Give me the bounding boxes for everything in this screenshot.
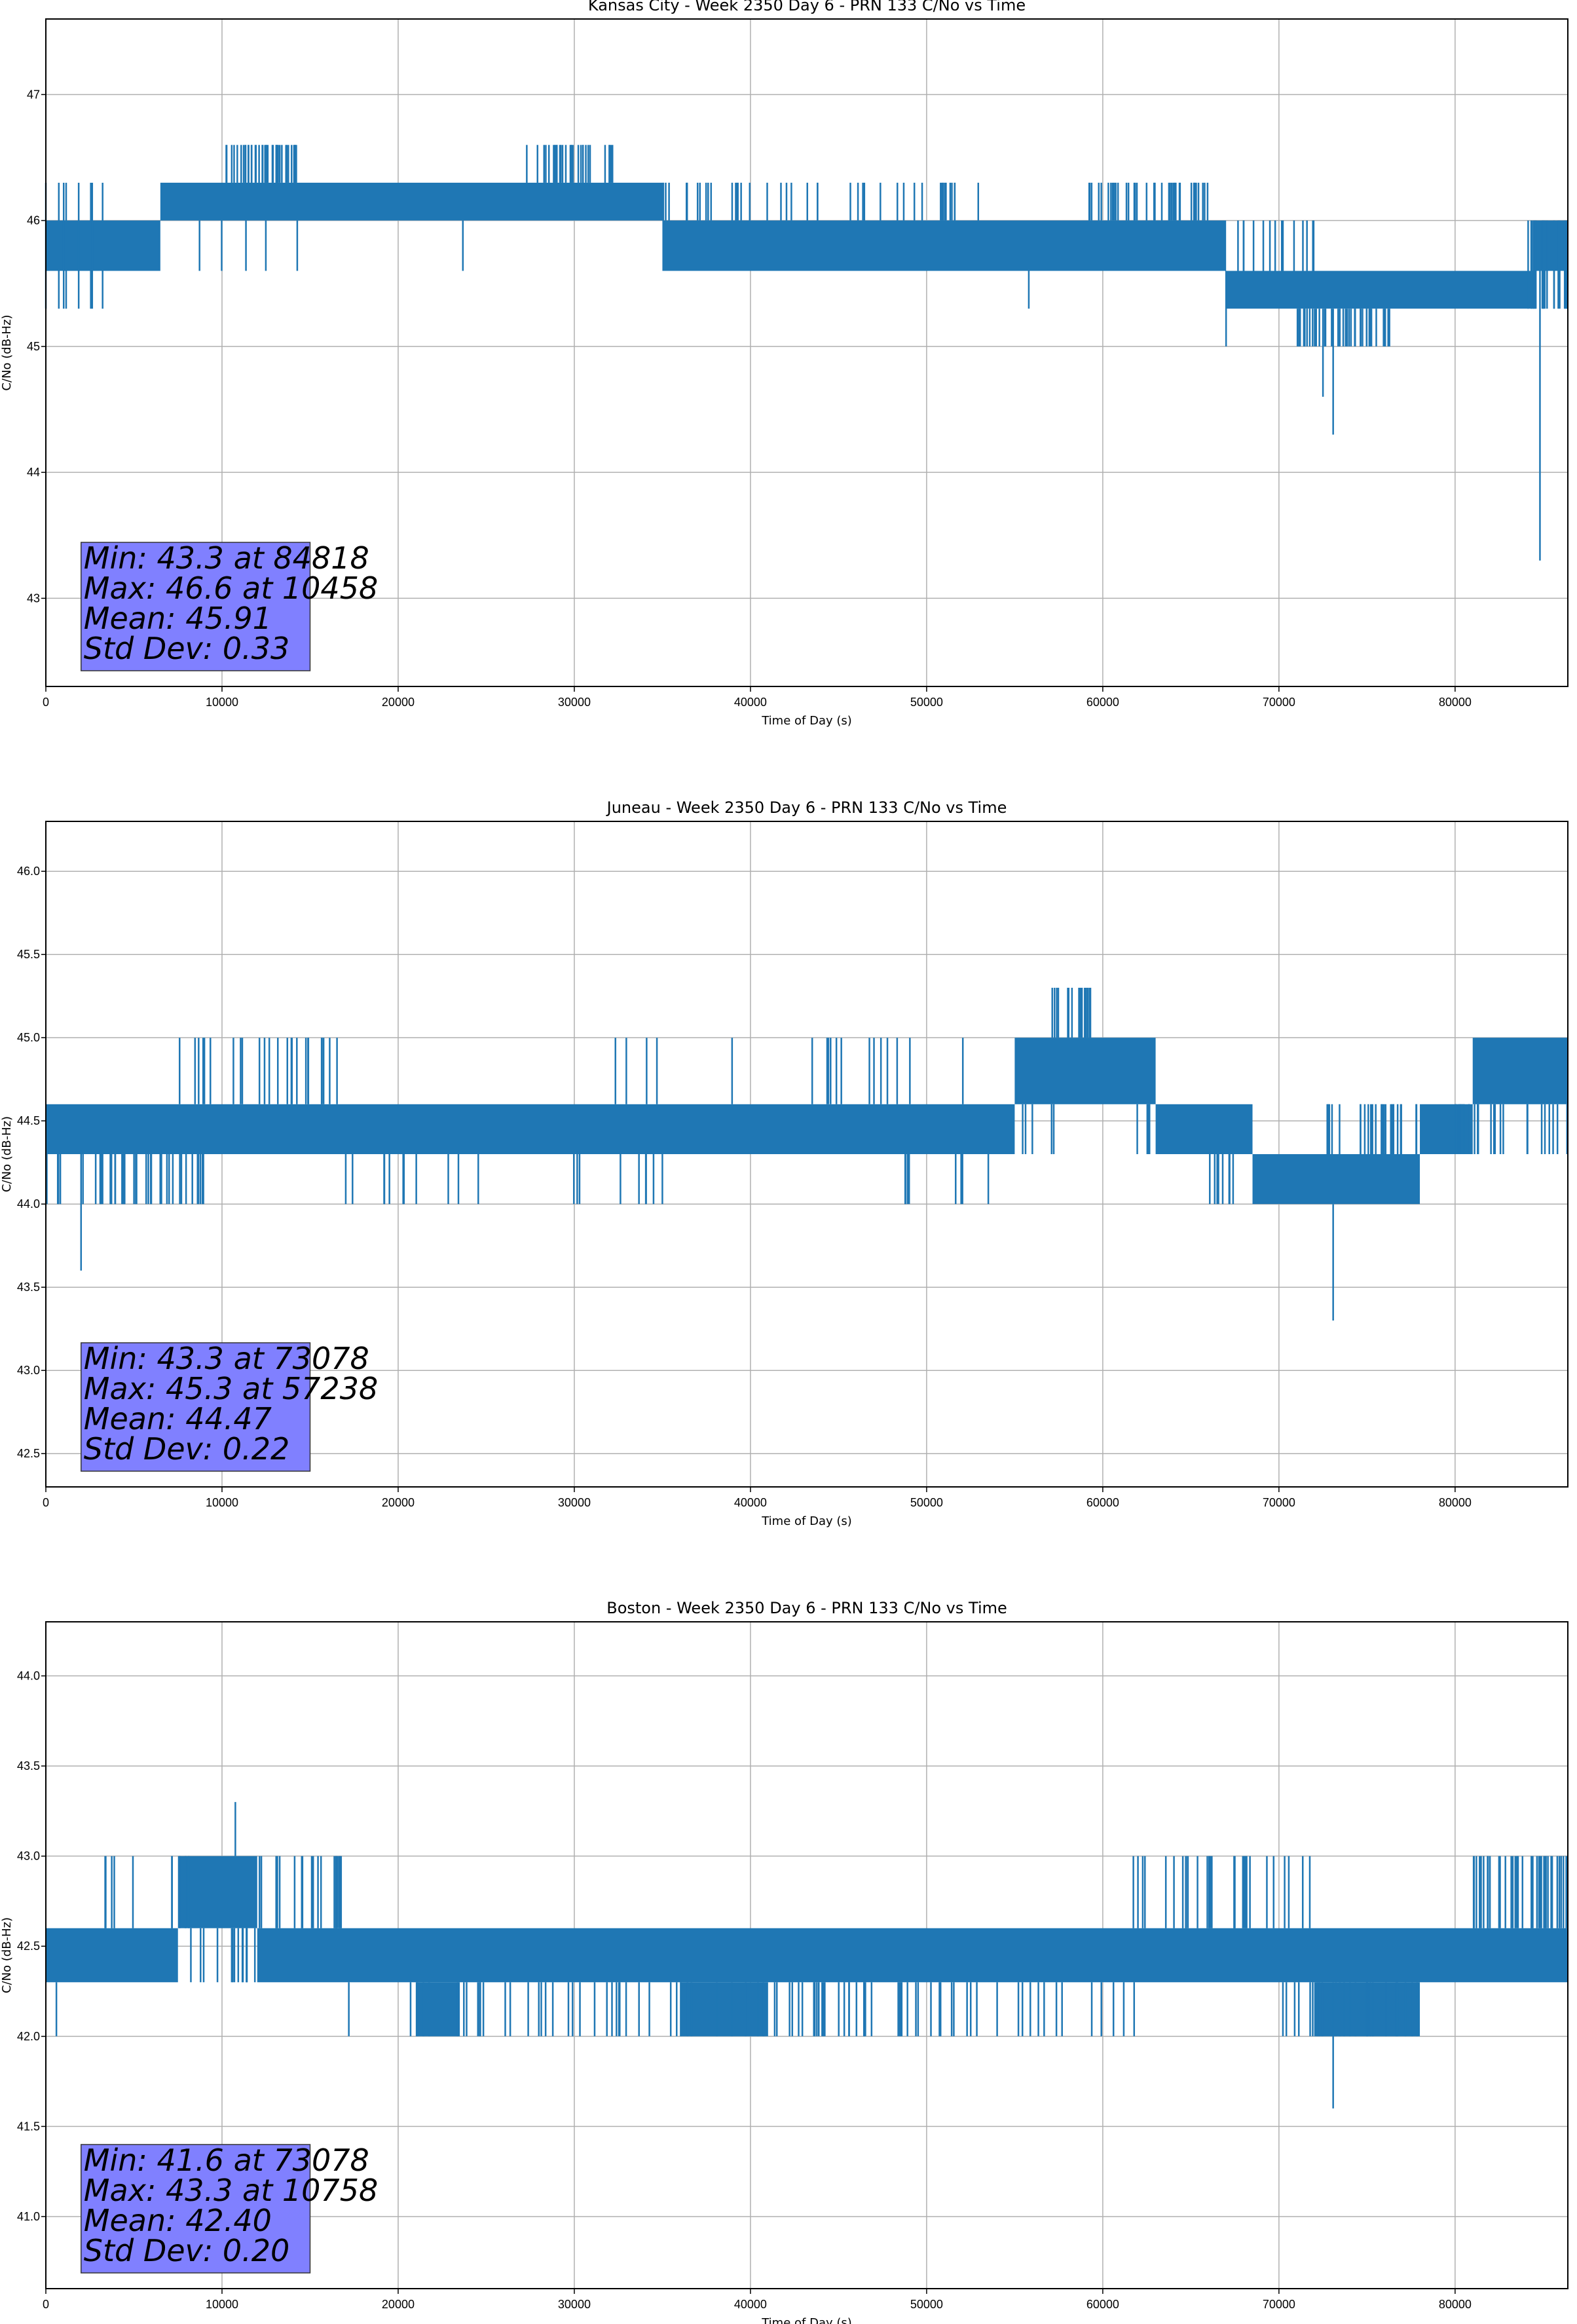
data-series	[46, 1802, 1568, 2108]
chart-title: Juneau - Week 2350 Day 6 - PRN 133 C/No …	[606, 798, 1007, 817]
series-band	[1226, 271, 1534, 309]
series-band	[160, 182, 663, 221]
stats-line: Min: 41.6 at 73078	[84, 2143, 369, 2178]
y-tick-label: 45.5	[17, 948, 40, 961]
chart-title: Boston - Week 2350 Day 6 - PRN 133 C/No …	[606, 1599, 1007, 1617]
data-series	[45, 145, 1568, 561]
stats-box	[81, 1342, 311, 1472]
series-band	[1014, 1038, 1156, 1104]
y-tick-label: 44.0	[17, 1670, 40, 1683]
stats-line: Mean: 45.91	[84, 601, 272, 636]
x-tick-label: 60000	[1086, 696, 1119, 709]
y-tick-label: 42.0	[17, 2030, 40, 2043]
x-tick-label: 30000	[558, 1496, 591, 1509]
x-tick-label: 80000	[1439, 2298, 1472, 2311]
x-tick-label: 10000	[206, 2298, 238, 2311]
series-band	[1155, 1104, 1253, 1154]
x-tick-label: 20000	[382, 1496, 415, 1509]
x-tick-label: 60000	[1086, 2298, 1119, 2311]
x-tick-label: 50000	[910, 2298, 943, 2311]
x-tick-label: 0	[43, 696, 49, 709]
stats-line: Max: 43.3 at 10758	[84, 2173, 378, 2208]
x-tick-label: 80000	[1439, 1496, 1472, 1509]
stats-line: Min: 43.3 at 73078	[84, 1341, 369, 1376]
stats-line: Max: 45.3 at 57238	[84, 1371, 378, 1406]
data-series	[45, 988, 1568, 1321]
series-band	[46, 1104, 1015, 1154]
x-tick-label: 40000	[734, 1496, 767, 1509]
x-tick-label: 20000	[382, 2298, 415, 2311]
series-band	[1252, 1154, 1420, 1205]
x-tick-label: 30000	[558, 696, 591, 709]
y-tick-label: 43	[27, 591, 40, 605]
y-tick-label: 43.5	[17, 1759, 40, 1772]
x-tick-label: 0	[43, 2298, 49, 2311]
stats-box	[81, 542, 311, 671]
y-axis-label: C/No (dB-Hz)	[0, 314, 14, 390]
x-tick-label: 60000	[1086, 1496, 1119, 1509]
stats-box	[81, 2144, 311, 2274]
series-band	[177, 1856, 257, 1928]
series-band	[257, 1928, 1568, 1983]
x-tick-label: 40000	[734, 2298, 767, 2311]
y-tick-label: 47	[27, 88, 40, 101]
chart-panel: 0 10000 20000 30000 40000 50000 60000 70000 8000…	[0, 798, 1568, 1528]
stats-line: Std Dev: 0.33	[84, 631, 290, 666]
x-tick-label: 70000	[1263, 2298, 1295, 2311]
axes-frame	[45, 18, 1568, 687]
series-band	[46, 1928, 178, 1983]
y-tick-label: 42.5	[17, 1447, 40, 1460]
series-band	[680, 1982, 768, 2036]
x-tick-label: 40000	[734, 696, 767, 709]
stats-line: Std Dev: 0.20	[84, 2233, 290, 2268]
x-axis-label: Time of Day (s)	[761, 714, 852, 728]
y-tick-label: 43.0	[17, 1364, 40, 1377]
y-tick-label: 43.0	[17, 1850, 40, 1863]
y-tick-label: 41.0	[17, 2210, 40, 2223]
chart-panel: 0 10000 20000 30000 40000 50000 60000 70000 8000…	[0, 0, 1568, 728]
axes-frame	[45, 821, 1568, 1488]
x-axis-label: Time of Day (s)	[761, 2316, 852, 2324]
y-tick-label: 46.0	[17, 865, 40, 878]
y-tick-label: 42.5	[17, 1940, 40, 1953]
series-band	[1534, 220, 1568, 271]
chart-title: Kansas City - Week 2350 Day 6 - PRN 133 …	[588, 0, 1026, 14]
x-tick-label: 70000	[1263, 696, 1295, 709]
x-tick-label: 20000	[382, 696, 415, 709]
stats-line: Min: 43.3 at 84818	[84, 540, 369, 576]
x-tick-label: 70000	[1263, 1496, 1295, 1509]
y-tick-label: 44.0	[17, 1197, 40, 1210]
x-tick-label: 0	[43, 1496, 49, 1509]
stats-line: Mean: 44.47	[84, 1401, 272, 1436]
y-tick-label: 44	[27, 466, 40, 479]
y-axis-label: C/No (dB-Hz)	[0, 1917, 14, 1993]
axes-frame	[45, 1621, 1568, 2289]
stats-line: Mean: 42.40	[84, 2203, 272, 2238]
series-band	[662, 220, 1227, 271]
y-tick-label: 45	[27, 340, 40, 353]
x-tick-label: 30000	[558, 2298, 591, 2311]
y-tick-label: 46	[27, 214, 40, 227]
x-tick-label: 50000	[910, 1496, 943, 1509]
y-tick-label: 41.5	[17, 2120, 40, 2133]
stats-line: Max: 46.6 at 10458	[84, 571, 378, 606]
x-axis-label: Time of Day (s)	[761, 1514, 852, 1528]
y-axis-label: C/No (dB-Hz)	[0, 1116, 14, 1192]
x-tick-label: 80000	[1439, 696, 1472, 709]
series-band	[415, 1982, 460, 2036]
y-tick-label: 45.0	[17, 1031, 40, 1044]
x-tick-label: 10000	[206, 1496, 238, 1509]
chart-panel: 0 10000 20000 30000 40000 50000 60000 70000 8000…	[0, 1599, 1568, 2324]
x-tick-label: 10000	[206, 696, 238, 709]
x-tick-label: 50000	[910, 696, 943, 709]
stats-line: Std Dev: 0.22	[84, 1431, 290, 1467]
y-tick-label: 44.5	[17, 1114, 40, 1127]
y-tick-label: 43.5	[17, 1281, 40, 1294]
series-band	[1472, 1038, 1568, 1104]
